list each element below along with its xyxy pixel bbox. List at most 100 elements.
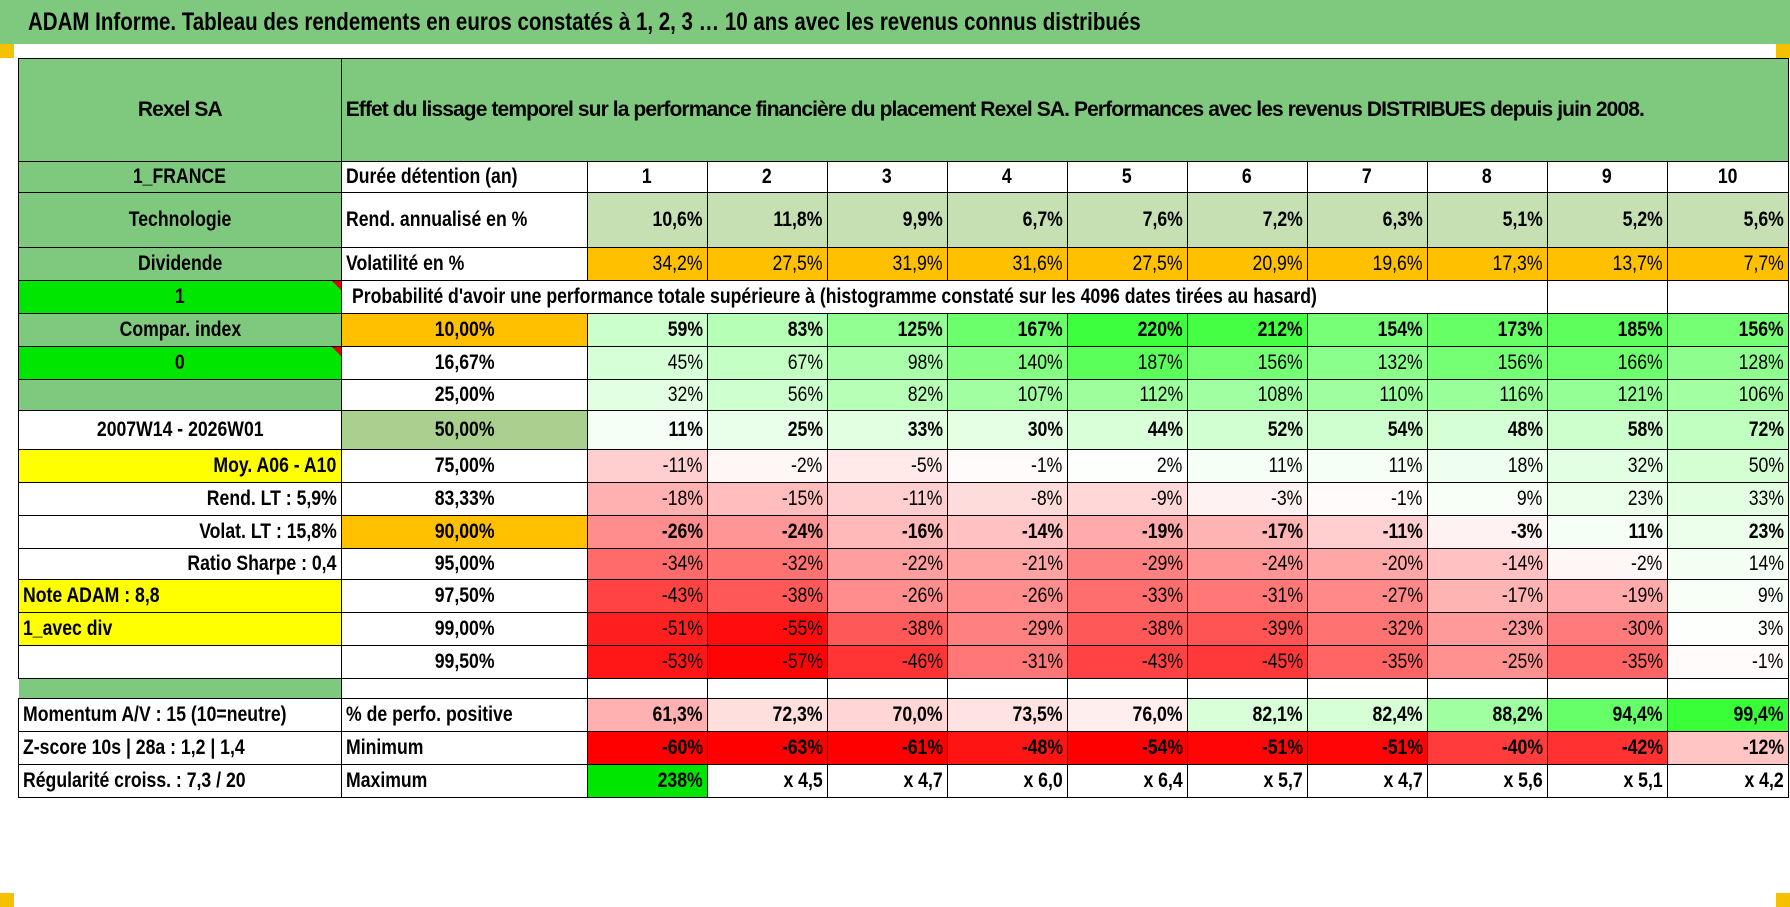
quantile-value[interactable]: -29% — [946, 612, 1068, 646]
quantile-value[interactable]: 107% — [946, 379, 1068, 411]
quantile-value[interactable]: -8% — [946, 482, 1068, 516]
header-description[interactable]: Effet du lissage temporel sur la perform… — [340, 58, 1789, 162]
rend-value[interactable]: 6,3% — [1306, 192, 1428, 248]
quantile-label[interactable]: 50,00% — [340, 410, 588, 450]
quantile-label[interactable]: 25,00% — [340, 379, 588, 411]
quantile-value[interactable]: 116% — [1426, 379, 1548, 411]
prob-label[interactable]: Probabilité d'avoir une performance tota… — [340, 280, 1548, 314]
quantile-value[interactable]: -21% — [946, 548, 1068, 580]
min-value[interactable]: -12% — [1666, 731, 1789, 765]
quantile-value[interactable]: -24% — [706, 515, 828, 549]
quantile-value[interactable]: -38% — [1066, 612, 1188, 646]
quantile-value[interactable]: -15% — [706, 482, 828, 516]
rend-value[interactable]: 7,2% — [1186, 192, 1308, 248]
quantile-value[interactable]: -43% — [1066, 645, 1188, 679]
rend-value[interactable]: 5,1% — [1426, 192, 1548, 248]
quantile-value[interactable]: -26% — [586, 515, 708, 549]
quantile-value[interactable]: -38% — [706, 579, 828, 613]
volat-lt-label[interactable]: Volat. LT : 15,8% — [18, 515, 342, 549]
pos-value[interactable]: 88,2% — [1426, 698, 1548, 732]
quantile-value[interactable]: -1% — [1666, 645, 1789, 679]
quantile-value[interactable]: -46% — [826, 645, 948, 679]
max-value[interactable]: x 4,7 — [1306, 764, 1428, 798]
quantile-value[interactable]: 11% — [1546, 515, 1668, 549]
quantile-value[interactable]: -1% — [1306, 482, 1428, 516]
year-header[interactable]: 2 — [706, 161, 828, 193]
quantile-value[interactable]: 9% — [1426, 482, 1548, 516]
quantile-value[interactable]: 173% — [1426, 313, 1548, 347]
quantile-value[interactable]: -27% — [1306, 579, 1428, 613]
quantile-value[interactable]: 121% — [1546, 379, 1668, 411]
quantile-value[interactable]: 108% — [1186, 379, 1308, 411]
country-label[interactable]: 1_FRANCE — [18, 161, 342, 193]
spacer-blank[interactable] — [586, 678, 708, 699]
spacer-blank[interactable] — [340, 678, 588, 699]
quantile-value[interactable]: 132% — [1306, 346, 1428, 380]
quantile-value[interactable]: 154% — [1306, 313, 1428, 347]
year-header[interactable]: 5 — [1066, 161, 1188, 193]
quantile-value[interactable]: -17% — [1426, 579, 1548, 613]
quantile-value[interactable]: -14% — [946, 515, 1068, 549]
quantile-value[interactable]: 106% — [1666, 379, 1789, 411]
pos-value[interactable]: 73,5% — [946, 698, 1068, 732]
quantile-value[interactable]: 59% — [586, 313, 708, 347]
quantile-value[interactable]: -19% — [1546, 579, 1668, 613]
year-header[interactable]: 9 — [1546, 161, 1668, 193]
min-value[interactable]: -51% — [1306, 731, 1428, 765]
quantile-label[interactable]: 16,67% — [340, 346, 588, 380]
vol-label[interactable]: Volatilité en % — [340, 247, 588, 281]
quantile-label[interactable]: 75,00% — [340, 449, 588, 483]
max-value[interactable]: x 4,2 — [1666, 764, 1789, 798]
quantile-value[interactable]: -23% — [1426, 612, 1548, 646]
quantile-value[interactable]: 112% — [1066, 379, 1188, 411]
pos-value[interactable]: 61,3% — [586, 698, 708, 732]
quantile-value[interactable]: -19% — [1066, 515, 1188, 549]
selection-handle-bottom-right[interactable] — [1776, 893, 1790, 907]
quantile-value[interactable]: 67% — [706, 346, 828, 380]
prob-blank[interactable] — [1666, 280, 1789, 314]
max-label[interactable]: Maximum — [340, 764, 588, 798]
quantile-value[interactable]: 48% — [1426, 410, 1548, 450]
rend-value[interactable]: 10,6% — [586, 192, 708, 248]
quantile-value[interactable]: -9% — [1066, 482, 1188, 516]
quantile-value[interactable]: 33% — [826, 410, 948, 450]
spacer-blank[interactable] — [1546, 678, 1668, 699]
selection-handle-bottom-left[interactable] — [0, 893, 14, 907]
quantile-value[interactable]: -43% — [586, 579, 708, 613]
side-blank[interactable] — [18, 379, 342, 411]
year-header[interactable]: 7 — [1306, 161, 1428, 193]
quantile-value[interactable]: -5% — [826, 449, 948, 483]
vol-value[interactable]: 19,6% — [1306, 247, 1428, 281]
quantile-value[interactable]: -11% — [826, 482, 948, 516]
zscore-label[interactable]: Z-score 10s | 28a : 1,2 | 1,4 — [18, 731, 342, 765]
quantile-value[interactable]: -29% — [1066, 548, 1188, 580]
duree-label[interactable]: Durée détention (an) — [340, 161, 588, 193]
selection-handle-top-left[interactable] — [0, 44, 14, 58]
pos-value[interactable]: 70,0% — [826, 698, 948, 732]
spacer-blank[interactable] — [706, 678, 828, 699]
max-value[interactable]: x 5,6 — [1426, 764, 1548, 798]
quantile-value[interactable]: 11% — [586, 410, 708, 450]
quantile-value[interactable]: 32% — [586, 379, 708, 411]
quantile-value[interactable]: -24% — [1186, 548, 1308, 580]
quantile-value[interactable]: 44% — [1066, 410, 1188, 450]
quantile-value[interactable]: 110% — [1306, 379, 1428, 411]
max-value[interactable]: x 5,7 — [1186, 764, 1308, 798]
quantile-value[interactable]: 156% — [1666, 313, 1789, 347]
min-value[interactable]: -51% — [1186, 731, 1308, 765]
compar-index-label[interactable]: Compar. index — [18, 313, 342, 347]
momentum-label[interactable]: Momentum A/V : 15 (10=neutre) — [18, 698, 342, 732]
quantile-value[interactable]: 2% — [1066, 449, 1188, 483]
quantile-value[interactable]: -32% — [1306, 612, 1428, 646]
quantile-value[interactable]: 128% — [1666, 346, 1789, 380]
quantile-value[interactable]: -33% — [1066, 579, 1188, 613]
quantile-value[interactable]: 185% — [1546, 313, 1668, 347]
quantile-label[interactable]: 10,00% — [340, 313, 588, 347]
quantile-value[interactable]: 11% — [1186, 449, 1308, 483]
pos-value[interactable]: 72,3% — [706, 698, 828, 732]
vol-value[interactable]: 31,9% — [826, 247, 948, 281]
quantile-value[interactable]: -26% — [826, 579, 948, 613]
vol-value[interactable]: 34,2% — [586, 247, 708, 281]
side-blank[interactable] — [18, 645, 342, 679]
spacer-blank[interactable] — [1186, 678, 1308, 699]
